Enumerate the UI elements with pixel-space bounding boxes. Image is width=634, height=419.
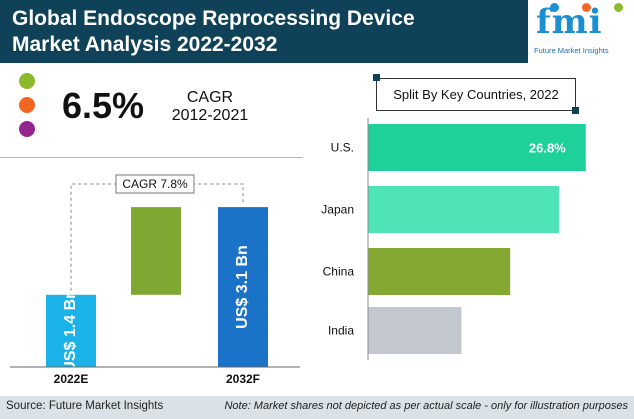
- header-banner: Global Endoscope Reprocessing Device Mar…: [0, 0, 634, 63]
- cagr-period: 2012-2021: [171, 107, 249, 124]
- box-corner-br: [572, 107, 579, 114]
- split-title: Split By Key Countries, 2022: [393, 87, 559, 102]
- logo-text: fmi: [536, 2, 603, 42]
- market-bar-2032F: [218, 207, 268, 367]
- box-corner-tl: [373, 74, 380, 81]
- legend-dot-purple: [19, 121, 35, 137]
- section-divider: [0, 157, 303, 158]
- country-bar-japan: [368, 186, 559, 233]
- source-text: Source: Future Market Insights: [6, 400, 164, 412]
- x-tick-label: 2022E: [54, 372, 89, 386]
- logo-dot-orange: [582, 3, 591, 12]
- cagr-label: CAGR: [186, 89, 234, 106]
- y-tick-label: India: [328, 324, 354, 338]
- country-bar-us: [368, 124, 586, 171]
- cagr-caption: CAGR 2012-2021: [170, 89, 250, 125]
- legend-dot-orange: [19, 97, 35, 113]
- bar-data-label: 26.8%: [529, 141, 566, 156]
- logo-dot-blue: [550, 3, 559, 12]
- x-tick-label: 2032F: [226, 372, 260, 386]
- growth-bar: [131, 207, 181, 295]
- split-title-box: Split By Key Countries, 2022: [376, 78, 576, 111]
- bar-value-label: US$ 1.4 Bn: [62, 289, 79, 373]
- y-tick-label: China: [323, 265, 355, 279]
- page-title: Global Endoscope Reprocessing Device Mar…: [12, 7, 415, 56]
- legend-dot-green: [19, 73, 35, 89]
- country-bar-india: [368, 307, 462, 354]
- country-bar-china: [368, 248, 511, 295]
- y-tick-label: Japan: [321, 203, 354, 217]
- cagr-value: 6.5%: [62, 85, 145, 126]
- bar-value-label: US$ 3.1 Bn: [234, 245, 251, 329]
- footer: Source: Future Market Insights Note: Mar…: [0, 396, 634, 419]
- y-tick-label: U.S.: [331, 141, 354, 155]
- cagr-annotation-box: [115, 174, 195, 194]
- market-bar-2022E: [46, 294, 96, 367]
- cagr-annotation: CAGR 7.8%: [122, 177, 188, 191]
- fmi-logo: fmi Future Market Insights: [528, 0, 634, 63]
- logo-dot-green: [614, 3, 623, 12]
- note-text: Note: Market shares not depicted as per …: [224, 400, 628, 412]
- logo-subtitle: Future Market Insights: [534, 46, 609, 55]
